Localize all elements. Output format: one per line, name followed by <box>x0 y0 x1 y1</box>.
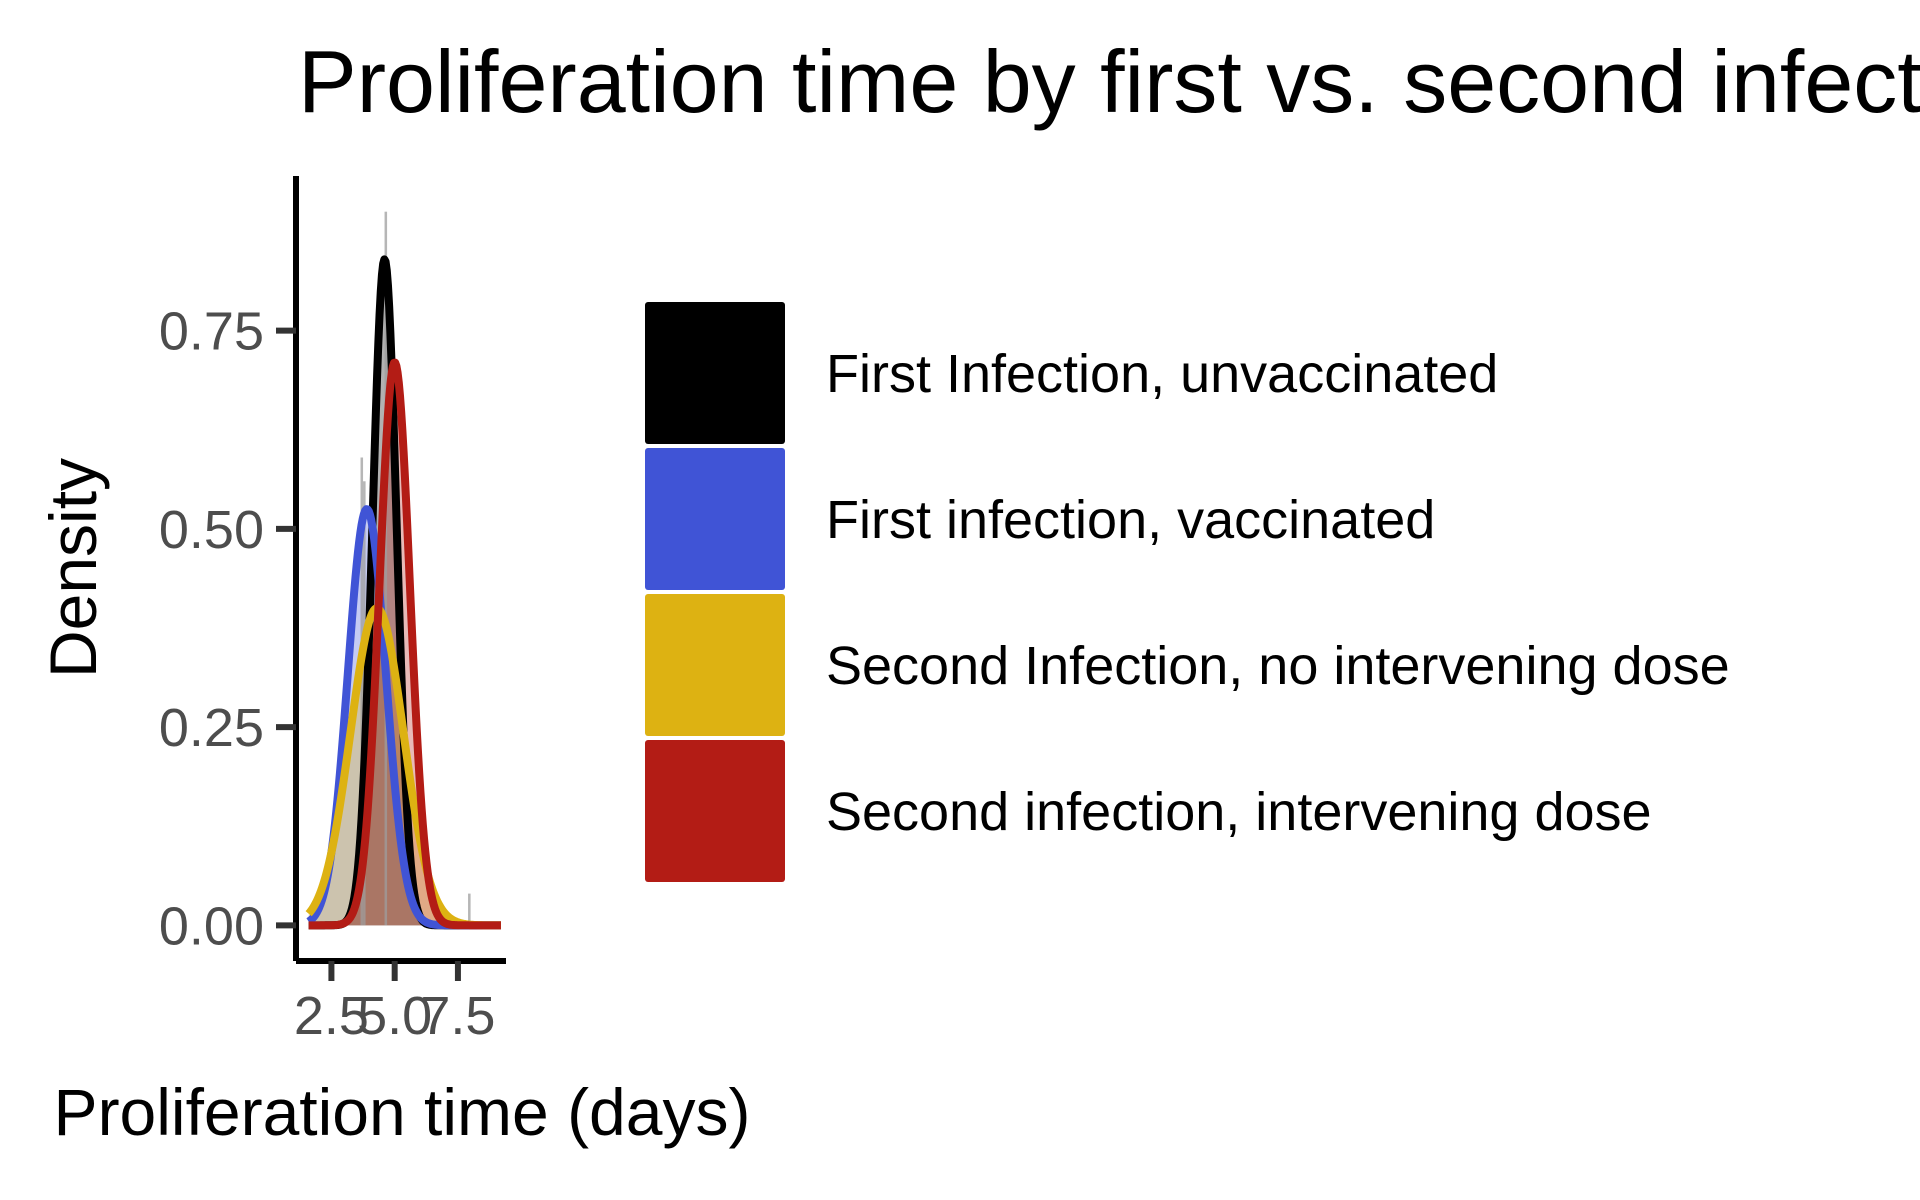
legend-label-first-infection-unvaccinated: First Infection, unvaccinated <box>826 344 1498 404</box>
density-area-first-infection-vaccinated <box>308 509 501 926</box>
y-axis-title: Density <box>36 458 110 678</box>
y-tick-label-0-00: 0.00 <box>159 896 264 956</box>
x-tick-label-7-5: 7.5 <box>420 986 495 1046</box>
plot-area <box>305 211 504 930</box>
legend-key-second-infection-no-intervening-dose <box>645 594 785 736</box>
y-tick-label-0-75: 0.75 <box>159 302 264 362</box>
x-tick-label-5-0: 5.0 <box>357 986 432 1046</box>
y-tick-label-0-25: 0.25 <box>159 698 264 758</box>
legend-key-first-infection-unvaccinated <box>645 302 785 444</box>
density-area-second-infection-intervening-dose <box>308 362 501 926</box>
histogram-bar-0 <box>360 457 364 926</box>
chart-title: Proliferation time by first vs. second i… <box>298 32 1920 131</box>
legend-key-second-infection-intervening-dose <box>645 740 785 882</box>
axes: 0.00 0.25 0.50 0.75 2.55.07.5 <box>159 176 506 1046</box>
x-tick-label-2-5: 2.5 <box>294 986 369 1046</box>
y-tick-label-0-50: 0.50 <box>159 500 264 560</box>
legend: First Infection, unvaccinated First infec… <box>645 302 1730 882</box>
legend-key-first-infection-vaccinated <box>645 448 785 590</box>
density-line-second-infection-intervening-dose <box>305 358 504 930</box>
histogram-bar-2 <box>384 211 388 926</box>
legend-label-first-infection-vaccinated: First infection, vaccinated <box>826 490 1435 550</box>
legend-label-second-infection-no-intervening-dose: Second Infection, no intervening dose <box>826 636 1730 696</box>
histogram-bar-3 <box>468 893 471 926</box>
x-axis-title: Proliferation time (days) <box>54 1075 751 1149</box>
legend-label-second-infection-intervening-dose: Second infection, intervening dose <box>826 782 1652 842</box>
